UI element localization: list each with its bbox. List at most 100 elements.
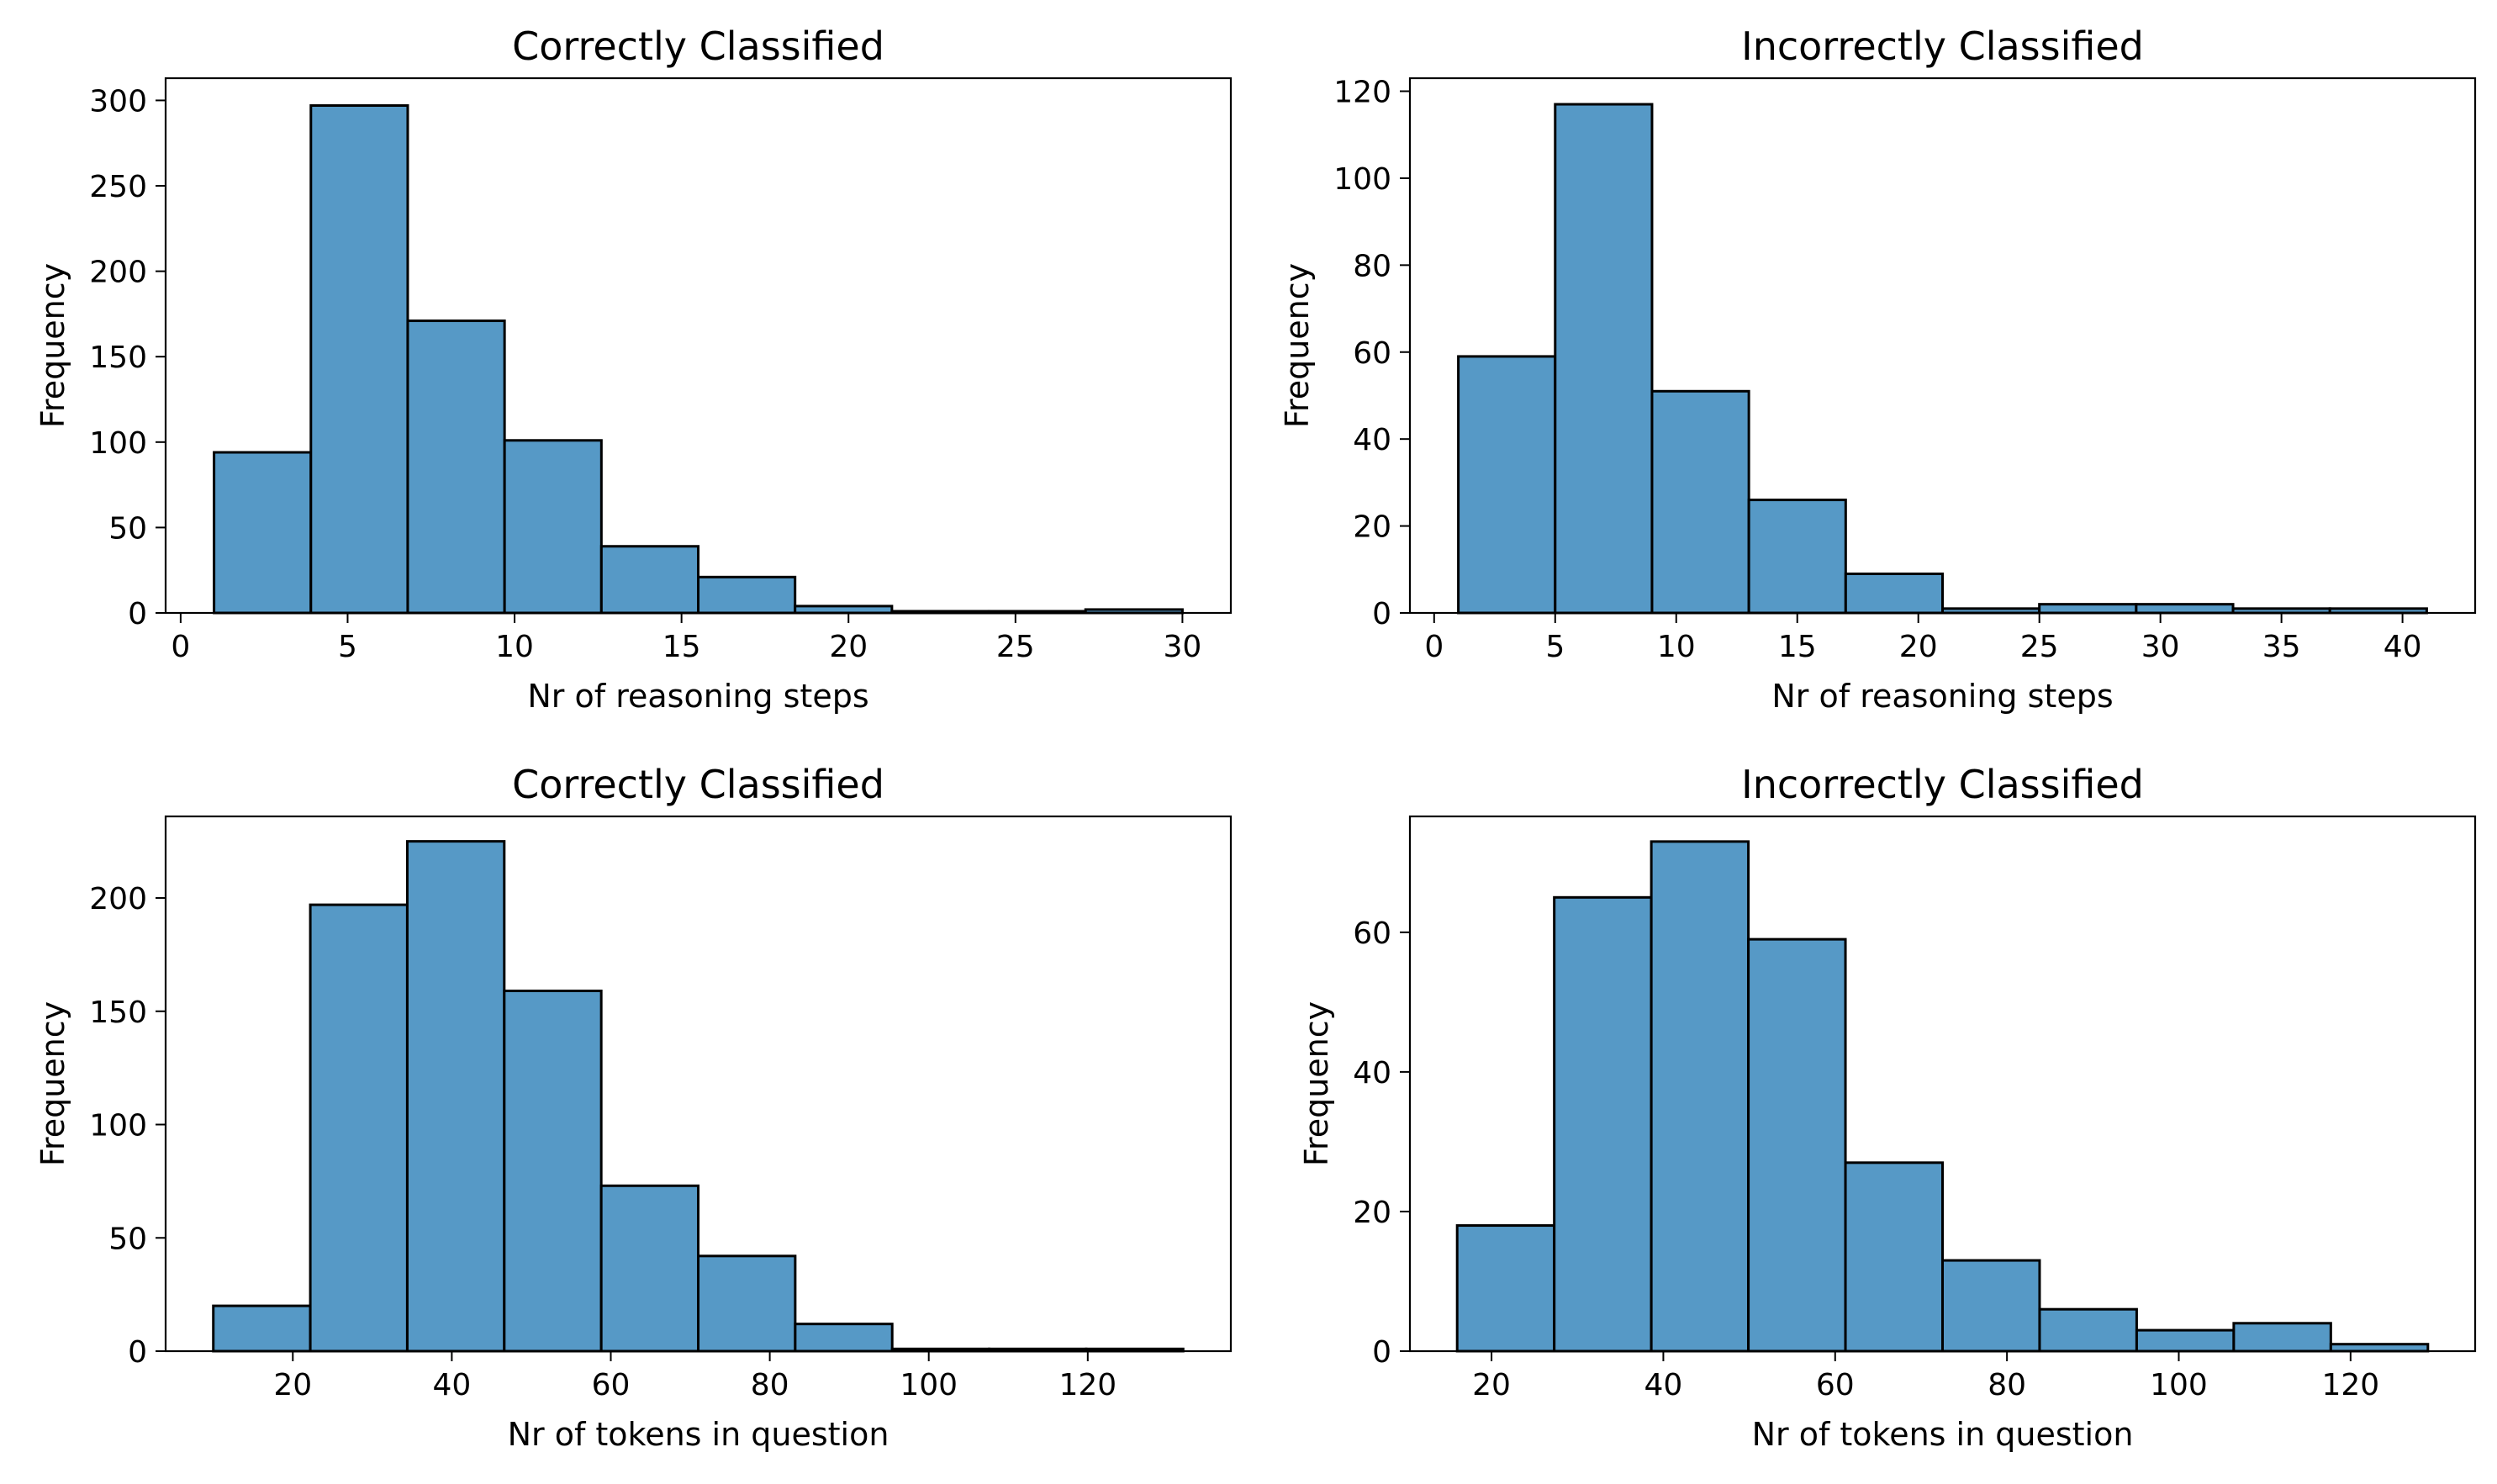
x-tick-label: 40 bbox=[1644, 1368, 1683, 1402]
y-tick-label: 120 bbox=[1333, 76, 1391, 110]
x-tick-label: 15 bbox=[1778, 630, 1817, 664]
histogram-bar bbox=[794, 1323, 894, 1353]
x-tick-label: 30 bbox=[1164, 630, 1202, 664]
histogram-bar bbox=[1455, 1224, 1556, 1353]
x-axis-label: Nr of reasoning steps bbox=[1771, 678, 2113, 715]
x-tick-label: 15 bbox=[663, 630, 701, 664]
x-tick-label: 25 bbox=[2020, 630, 2059, 664]
histogram-bar bbox=[794, 605, 894, 615]
histogram-panel-2: 0 5 10 15 20 25 30 35 40 0 20 40 60 80 100 120 Incorrect… bbox=[1279, 24, 2477, 715]
x-axis-label: Nr of reasoning steps bbox=[527, 678, 868, 715]
histogram-bar bbox=[2232, 1322, 2332, 1353]
x-tick-label: 100 bbox=[2150, 1368, 2208, 1402]
histogram-panel-3: 20 40 60 80 100 120 0 50 100 150 200 Correctly Clas… bbox=[34, 762, 1233, 1453]
y-tick-label: 0 bbox=[1372, 597, 1391, 631]
x-tick-label: 0 bbox=[1424, 630, 1444, 664]
x-axis-label: Nr of tokens in question bbox=[1752, 1416, 2134, 1453]
histogram-bar bbox=[2038, 1307, 2138, 1353]
histogram-bar bbox=[599, 1184, 699, 1353]
x-tick-label: 0 bbox=[171, 630, 190, 664]
y-tick-label: 300 bbox=[89, 84, 147, 119]
histogram-bar bbox=[1844, 1161, 1945, 1353]
histogram-panel-1: 0 5 10 15 20 25 30050100150200250300Correctly … bbox=[34, 24, 1233, 715]
y-tick-label: 100 bbox=[89, 1109, 147, 1143]
y-tick-label: 20 bbox=[1353, 510, 1391, 545]
histogram-bar bbox=[1941, 1259, 2041, 1353]
x-tick-label: 100 bbox=[900, 1368, 958, 1402]
x-tick-label: 30 bbox=[2141, 630, 2180, 664]
x-tick-label: 5 bbox=[1545, 630, 1565, 664]
y-axis-label: Frequency bbox=[1279, 263, 1316, 428]
panel-title: Incorrectly Classified bbox=[1741, 762, 2144, 807]
y-tick-label: 150 bbox=[89, 341, 147, 375]
x-tick-label: 60 bbox=[1816, 1368, 1855, 1402]
histogram-bar bbox=[406, 320, 506, 615]
histogram-bar bbox=[1844, 572, 1944, 615]
x-tick-label: 20 bbox=[829, 630, 868, 664]
x-tick-label: 40 bbox=[2384, 630, 2422, 664]
x-tick-label: 20 bbox=[1472, 1368, 1511, 1402]
y-tick-label: 60 bbox=[1353, 916, 1391, 951]
y-axis-label: Frequency bbox=[34, 1001, 71, 1166]
histogram-bar bbox=[1747, 937, 1847, 1353]
panel-title: Correctly Classified bbox=[512, 762, 884, 807]
histogram-bar bbox=[212, 1304, 312, 1353]
x-tick-label: 10 bbox=[1657, 630, 1696, 664]
y-tick-label: 80 bbox=[1353, 249, 1391, 283]
histogram-bar bbox=[309, 903, 409, 1353]
histogram-bar bbox=[2329, 1343, 2430, 1353]
y-tick-label: 20 bbox=[1353, 1196, 1391, 1230]
histogram-panel-4: 20 40 60 80 100 120 0 20 40 60 Incorrectly Classif… bbox=[1298, 762, 2477, 1453]
x-tick-label: 80 bbox=[1988, 1368, 2026, 1402]
histogram-bar bbox=[213, 451, 313, 615]
x-tick-label: 120 bbox=[1058, 1368, 1117, 1402]
histogram-bar bbox=[697, 1254, 797, 1353]
y-tick-label: 200 bbox=[89, 882, 147, 916]
histogram-bar bbox=[1650, 840, 1750, 1353]
x-tick-label: 25 bbox=[996, 630, 1035, 664]
y-tick-label: 250 bbox=[89, 170, 147, 204]
y-tick-label: 0 bbox=[128, 597, 147, 631]
histogram-bar bbox=[503, 990, 603, 1353]
y-tick-label: 40 bbox=[1353, 423, 1391, 457]
histogram-bar bbox=[503, 439, 603, 615]
x-tick-label: 80 bbox=[751, 1368, 789, 1402]
histogram-bar bbox=[405, 840, 506, 1353]
histogram-bar bbox=[1457, 355, 1557, 615]
panel-title: Incorrectly Classified bbox=[1741, 24, 2144, 69]
x-axis-label: Nr of tokens in question bbox=[508, 1416, 890, 1453]
panel-title: Correctly Classified bbox=[512, 24, 884, 69]
y-tick-label: 200 bbox=[89, 256, 147, 290]
axes-frame bbox=[164, 815, 1233, 1353]
histogram-bar bbox=[1554, 103, 1654, 615]
y-tick-label: 100 bbox=[89, 426, 147, 461]
histogram-bar bbox=[599, 545, 699, 615]
y-tick-label: 50 bbox=[108, 1222, 147, 1256]
histogram-bar bbox=[1747, 499, 1847, 615]
axes-frame bbox=[1408, 815, 2477, 1353]
y-tick-label: 150 bbox=[89, 995, 147, 1030]
y-tick-label: 0 bbox=[1372, 1335, 1391, 1370]
axes-frame bbox=[164, 77, 1233, 615]
axes-frame bbox=[1408, 77, 2477, 615]
histogram-bar bbox=[2135, 603, 2235, 615]
histogram-bar bbox=[2038, 603, 2138, 615]
x-tick-label: 5 bbox=[338, 630, 357, 664]
histogram-bar bbox=[309, 104, 409, 615]
y-tick-label: 100 bbox=[1333, 162, 1391, 197]
histogram-bar bbox=[1650, 389, 1750, 615]
y-axis-label: Frequency bbox=[1298, 1001, 1335, 1166]
y-tick-label: 40 bbox=[1353, 1056, 1391, 1091]
x-tick-label: 60 bbox=[592, 1368, 631, 1402]
x-tick-label: 120 bbox=[2321, 1368, 2379, 1402]
y-axis-label: Frequency bbox=[34, 263, 71, 428]
x-tick-label: 10 bbox=[495, 630, 534, 664]
y-tick-label: 50 bbox=[108, 511, 147, 546]
histogram-bar bbox=[1553, 895, 1653, 1353]
histogram-bar bbox=[2135, 1328, 2236, 1353]
x-tick-label: 20 bbox=[273, 1368, 312, 1402]
x-tick-label: 35 bbox=[2262, 630, 2301, 664]
y-tick-label: 60 bbox=[1353, 336, 1391, 371]
histogram-bar bbox=[697, 575, 797, 615]
